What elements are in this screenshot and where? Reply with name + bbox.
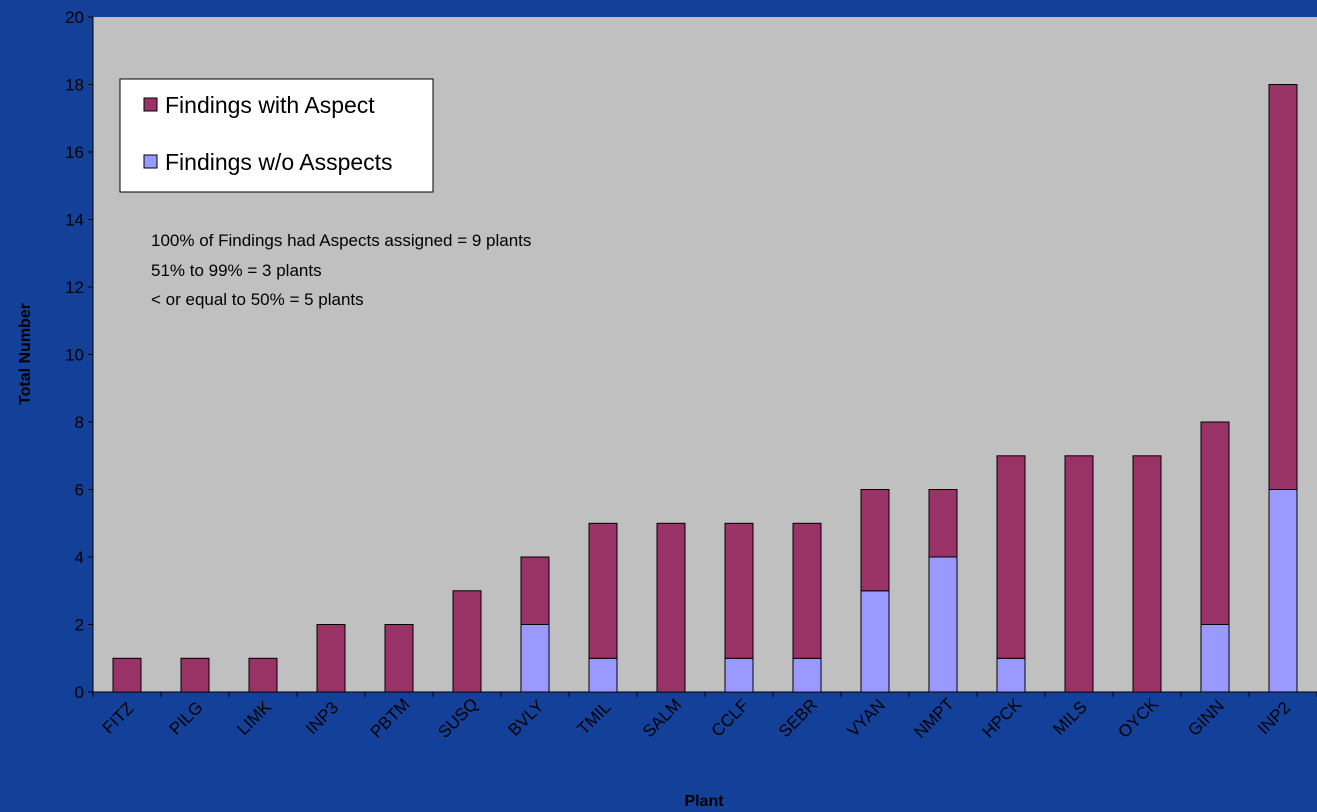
x-tick-label: GINN <box>1184 696 1227 739</box>
y-tick-label: 8 <box>75 413 84 432</box>
x-tick-label: NMPT <box>910 694 957 741</box>
bar-vyan-without-aspect <box>860 590 890 693</box>
bar-hpck-with-aspect <box>996 455 1026 659</box>
bar-limk-with-aspect <box>248 657 278 693</box>
y-tick-label: 2 <box>75 616 84 635</box>
bar-cclf-without-aspect <box>724 657 754 693</box>
annotation-block: 100% of Findings had Aspects assigned = … <box>151 231 531 309</box>
legend-swatch-without-aspect <box>143 154 158 169</box>
y-tick-label: 20 <box>65 8 84 27</box>
y-tick-label: 18 <box>65 76 84 95</box>
annotation-line-2: 51% to 99% = 3 plants <box>151 261 322 280</box>
x-tick-label: SEBR <box>775 695 821 741</box>
legend-label-without-aspect: Findings w/o Asspects <box>165 149 393 175</box>
bar-inp3-with-aspect <box>316 624 346 693</box>
legend-swatch-with-aspect <box>143 97 158 112</box>
x-tick-labels: FITZ PILG LIMK INP3 PBTM SUSQ BVLY TMIL SALM CCLF… <box>92 692 1317 742</box>
x-tick-label: FITZ <box>99 699 138 738</box>
bar-nmpt-without-aspect <box>928 556 958 693</box>
y-tick-label: 16 <box>65 143 84 162</box>
x-tick-label: SUSQ <box>434 694 482 742</box>
bar-vyan-with-aspect <box>860 489 890 592</box>
bar-sebr-without-aspect <box>792 657 822 693</box>
bar-oyck-with-aspect <box>1132 455 1162 693</box>
y-tick-label: 14 <box>65 211 84 230</box>
x-axis-title: Plant <box>684 793 724 810</box>
x-tick-label: PILG <box>166 698 207 739</box>
legend-box <box>119 78 434 193</box>
bar-pilg-with-aspect <box>180 657 210 693</box>
bar-pbtm-with-aspect <box>384 624 414 693</box>
x-tick-label: TMIL <box>574 698 615 739</box>
bar-mils-with-aspect <box>1064 455 1094 693</box>
y-tick-label: 10 <box>65 346 84 365</box>
bar-sebr-with-aspect <box>792 522 822 659</box>
bar-hpck-without-aspect <box>996 657 1026 693</box>
x-tick-label: LIMK <box>233 697 275 739</box>
bar-bvly-with-aspect <box>520 556 550 625</box>
bar-bvly-without-aspect <box>520 624 550 693</box>
annotation-line-1: 100% of Findings had Aspects assigned = … <box>151 231 531 250</box>
x-tick-label: BVLY <box>504 696 547 739</box>
bar-cclf-with-aspect <box>724 522 754 659</box>
bar-nmpt-with-aspect <box>928 489 958 558</box>
legend-label-with-aspect: Findings with Aspect <box>165 92 375 118</box>
annotation-line-3: < or equal to 50% = 5 plants <box>151 290 364 309</box>
bar-tmil-without-aspect <box>588 657 618 693</box>
legend: Findings with Aspect Findings w/o Asspec… <box>119 78 434 193</box>
plot-group <box>92 17 1317 693</box>
y-tick-label: 6 <box>75 481 84 500</box>
x-tick-label: INP3 <box>302 698 342 738</box>
x-tick-label: INP2 <box>1254 698 1294 738</box>
y-tick-labels: 0 2 4 6 8 10 12 14 16 18 20 <box>65 8 93 702</box>
x-tick-label: SALM <box>639 695 685 741</box>
bar-fitz-with-aspect <box>112 657 142 693</box>
x-tick-label: CCLF <box>708 696 753 741</box>
y-tick-label: 12 <box>65 278 84 297</box>
x-tick-label: OYCK <box>1114 694 1162 742</box>
bar-inp2-with-aspect <box>1268 84 1298 490</box>
bar-tmil-with-aspect <box>588 522 618 659</box>
x-tick-label: MILS <box>1049 697 1090 738</box>
x-tick-label: HPCK <box>979 694 1026 741</box>
x-tick-label: PBTM <box>367 695 414 742</box>
x-tick-label: VYAN <box>843 695 888 740</box>
y-tick-label: 0 <box>75 683 84 702</box>
y-tick-label: 4 <box>75 548 84 567</box>
bar-ginn-without-aspect <box>1200 624 1230 693</box>
bar-salm-with-aspect <box>656 522 686 693</box>
bar-susq-with-aspect <box>452 590 482 693</box>
bar-inp2-without-aspect <box>1268 489 1298 693</box>
bar-ginn-with-aspect <box>1200 421 1230 625</box>
y-axis-title: Total Number <box>17 303 34 405</box>
